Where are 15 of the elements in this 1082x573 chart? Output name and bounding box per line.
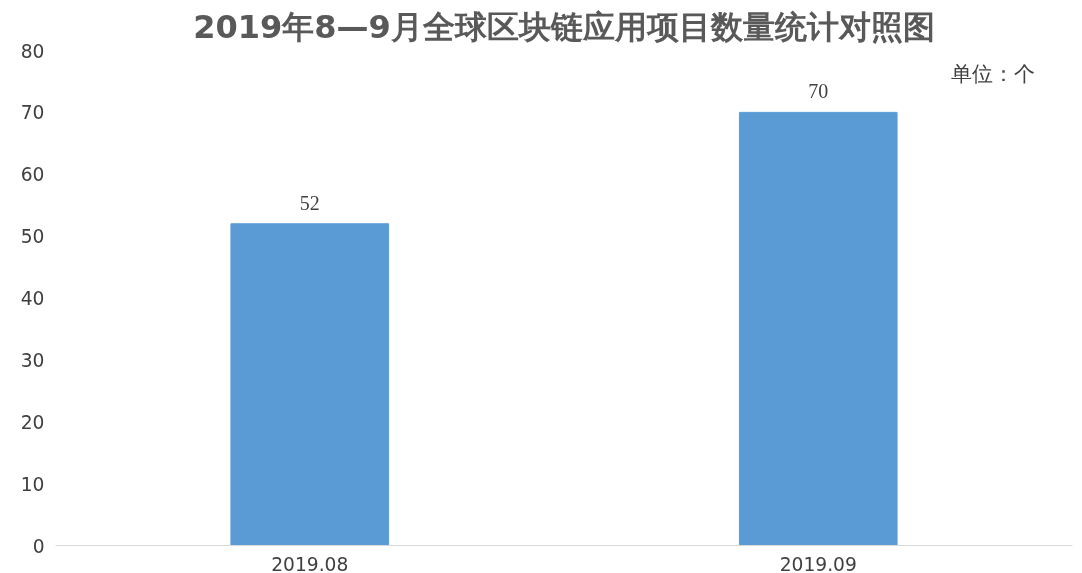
data-label: 52 <box>299 191 320 214</box>
y-tick-label: 80 <box>20 40 45 62</box>
y-tick-label: 10 <box>20 473 45 495</box>
x-tick-label: 2019.09 <box>779 553 857 573</box>
y-tick-label: 70 <box>20 102 45 124</box>
chart-title: 2019年8—9月全球区块链应用项目数量统计对照图 <box>193 7 935 46</box>
y-tick-label: 40 <box>20 288 45 309</box>
y-tick-label: 20 <box>20 411 45 433</box>
y-tick-label: 30 <box>20 349 45 371</box>
y-tick-label: 0 <box>32 535 45 557</box>
data-label: 70 <box>808 80 829 103</box>
x-tick-label: 2019.08 <box>271 553 349 573</box>
y-tick-label: 60 <box>20 164 45 186</box>
annotation: 单位：个 <box>950 60 1035 86</box>
y-tick-label: 50 <box>20 226 45 248</box>
